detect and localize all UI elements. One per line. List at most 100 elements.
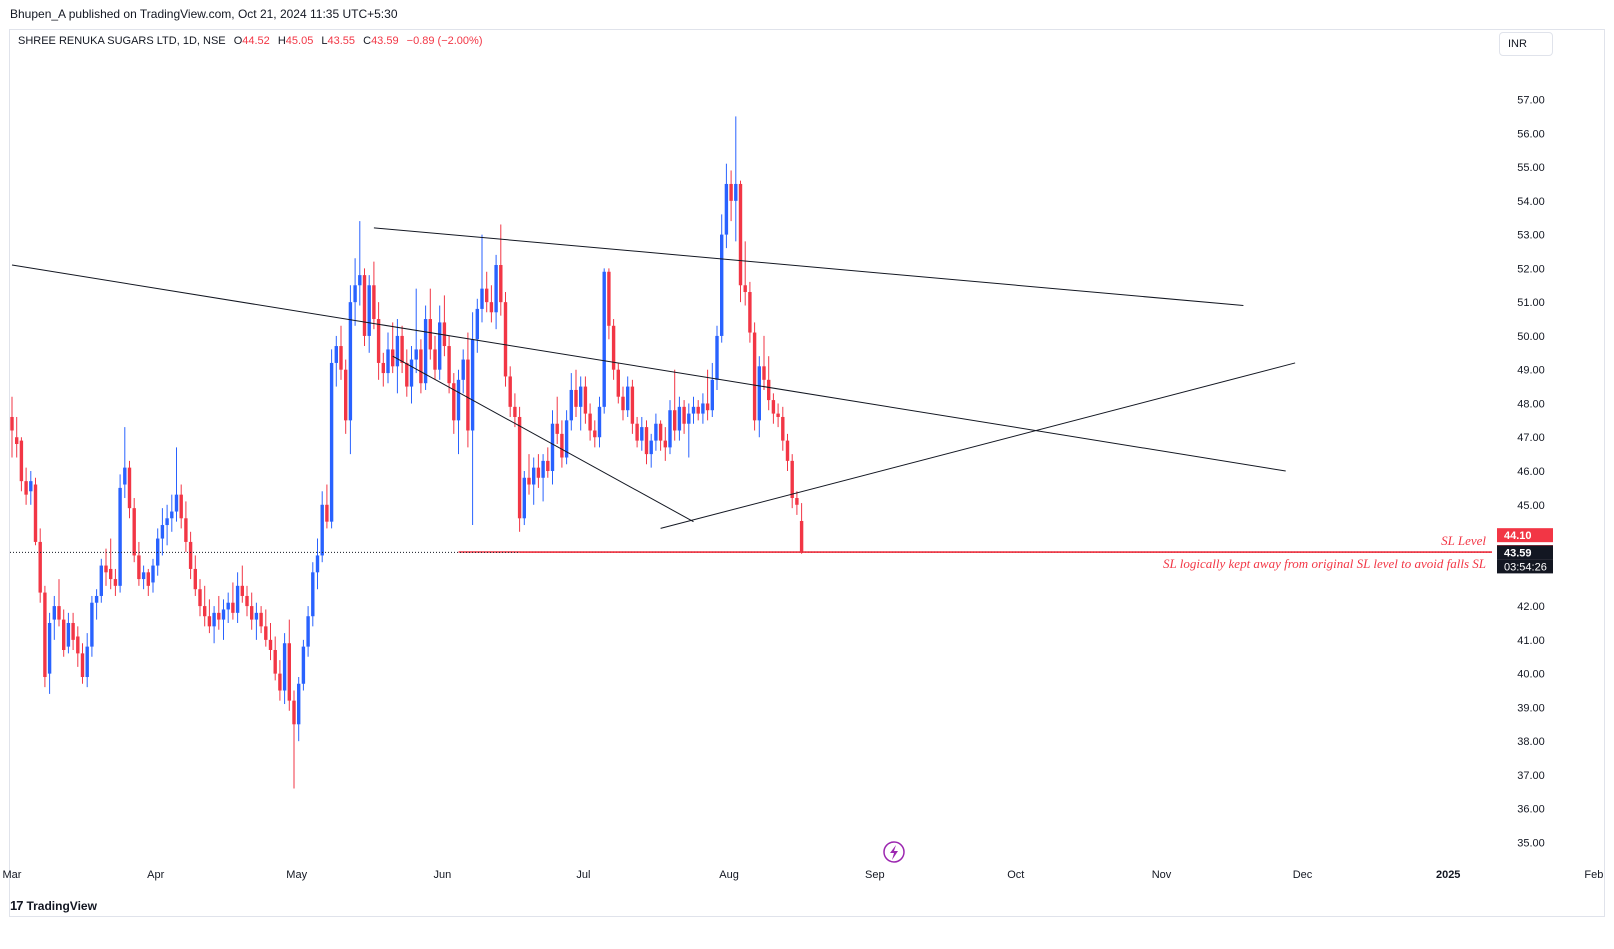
candle-body (705, 403, 710, 411)
y-tick-label: 35.00 (1517, 837, 1545, 849)
candle (720, 214, 724, 343)
currency-button[interactable]: INR (1499, 32, 1553, 56)
candle (292, 690, 296, 789)
candle (395, 319, 400, 394)
candle (57, 579, 61, 627)
candle-body (452, 383, 456, 421)
candle (250, 592, 254, 630)
candle-body (376, 319, 381, 363)
candle-body (710, 379, 714, 411)
candle (475, 298, 479, 353)
alert-flash-icon[interactable] (883, 841, 905, 863)
candle-body (564, 420, 569, 458)
candle (400, 325, 404, 374)
candle (513, 393, 517, 428)
candle (423, 305, 428, 390)
candle-body (527, 477, 531, 485)
candles (10, 116, 804, 789)
y-tick-label: 40.00 (1517, 669, 1545, 681)
y-tick-label: 49.00 (1517, 365, 1545, 377)
candle (626, 376, 630, 417)
candle-body (485, 288, 489, 303)
candle (372, 261, 376, 330)
sl-price-label: 44.10 (1497, 528, 1553, 543)
candle-body (508, 376, 512, 407)
candle (193, 555, 197, 596)
candle-body (391, 349, 395, 367)
candle (141, 565, 146, 590)
ascending-support-trendline (660, 362, 1296, 529)
candle (715, 325, 719, 390)
candle (541, 454, 545, 502)
candle (452, 373, 456, 434)
candle (649, 433, 653, 468)
candle (560, 420, 564, 468)
candle-body (287, 643, 291, 701)
candle-body (80, 653, 85, 678)
candle-body (358, 275, 362, 286)
candle (555, 396, 559, 444)
candle-body (541, 460, 545, 478)
candle-body (630, 386, 635, 424)
candle-body (456, 379, 461, 421)
candle (456, 369, 461, 455)
y-tick-label: 45.00 (1517, 500, 1545, 512)
candle-body (414, 349, 418, 360)
candle-body (461, 359, 465, 380)
candle-body (292, 700, 296, 725)
candle (466, 332, 470, 448)
x-tick-label: Aug (719, 869, 739, 881)
candle (767, 356, 771, 411)
candle-body (217, 612, 221, 620)
candle-body (720, 234, 724, 336)
candle-body (475, 308, 479, 340)
candle-body (757, 366, 761, 421)
candle-body (47, 622, 52, 674)
candle-body (123, 467, 127, 485)
y-tick-label: 54.00 (1517, 196, 1545, 208)
candle-body (682, 406, 686, 424)
candle-body (240, 585, 244, 596)
candle (438, 305, 442, 380)
candle-body (687, 413, 691, 424)
candle (273, 636, 277, 681)
candle (217, 595, 221, 630)
y-tick-label: 52.00 (1517, 263, 1545, 275)
candle-body (743, 285, 747, 293)
countdown-label-bg (1497, 559, 1553, 574)
candle (348, 285, 353, 455)
candle-body (367, 285, 371, 336)
candle (419, 339, 423, 394)
low-label: L (321, 35, 328, 47)
candle-body (503, 302, 508, 377)
candle-body (409, 359, 414, 387)
candle (137, 541, 141, 586)
candle (160, 508, 165, 556)
y-tick-label: 57.00 (1517, 95, 1545, 107)
candle (90, 595, 94, 657)
candle-body (724, 183, 729, 235)
candle-body (494, 265, 498, 313)
candle-body (160, 525, 165, 539)
candle (71, 612, 75, 650)
candle-body (250, 606, 254, 620)
candle-body (38, 541, 42, 593)
candle-body (301, 646, 306, 684)
candle (62, 609, 66, 657)
chart-frame[interactable] (9, 29, 1605, 917)
candle-body (362, 275, 367, 336)
candle-body (560, 433, 564, 458)
candle (522, 471, 526, 526)
candle (776, 403, 780, 428)
candle-body (593, 430, 597, 438)
symbol-title[interactable]: SHREE RENUKA SUGARS LTD, 1D, NSE (18, 35, 226, 47)
candle (24, 467, 28, 505)
tradingview-logo[interactable]: 17 TradingView (10, 898, 97, 913)
candle (527, 454, 531, 495)
candle (282, 633, 287, 705)
candle (602, 268, 606, 414)
candle-body (353, 285, 357, 303)
y-tick-label: 42.00 (1517, 601, 1545, 613)
candle-body (442, 322, 447, 347)
